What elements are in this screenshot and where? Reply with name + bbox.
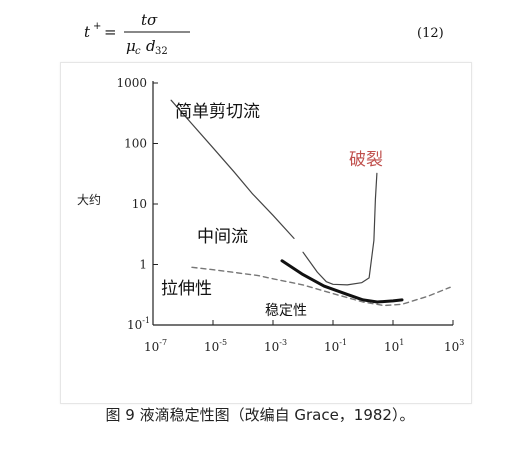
x-tick-exponent: -3	[279, 338, 287, 347]
series-line-2	[302, 172, 378, 286]
y-tick-label: 10-1	[127, 316, 150, 332]
annotation-breakup: 破裂	[349, 150, 383, 170]
chart-axes	[152, 81, 453, 326]
y-tick-label: 1	[139, 258, 147, 272]
x-tick-exponent: -7	[159, 338, 167, 347]
annotation-stability: 稳定性	[265, 303, 307, 319]
equation-equals: =	[104, 23, 117, 41]
x-tick-exponent: 3	[459, 338, 464, 347]
y-tick-label: 1000	[116, 76, 147, 90]
figure-caption: 图 9 液滴稳定性图（改编自 Grace，1982）。	[105, 406, 415, 424]
y-tick-label: 10	[132, 197, 147, 211]
annotation-simple-shear: 简单剪切流	[175, 102, 260, 122]
annotation-extensional: 拉伸性	[161, 279, 212, 299]
equation-lhs: t	[84, 23, 91, 41]
equation-denominator-d-sub: 32	[155, 46, 168, 57]
x-tick-label: 10-7	[144, 338, 167, 354]
x-tick-label: 101	[384, 338, 404, 354]
equation-denominator-d: d	[146, 37, 156, 55]
x-tick-label: 103	[444, 338, 464, 354]
x-tick-label: 10-3	[264, 338, 287, 354]
equation-denominator-mu-sub: c	[135, 46, 141, 57]
x-tick-exponent: -5	[219, 338, 227, 347]
equation-denominator-mu: μ	[126, 37, 136, 55]
series-line-3	[280, 259, 404, 304]
equation: t + = tσ μ c d 32 (12)	[84, 11, 444, 57]
y-axis-label: 大约	[77, 192, 101, 207]
equation-lhs-sup: +	[93, 21, 101, 32]
annotation-intermediate: 中间流	[197, 227, 248, 247]
series-line-4	[191, 266, 451, 307]
y-tick-label: 100	[124, 137, 147, 151]
equation-number: (12)	[417, 26, 444, 41]
x-tick-exponent: 1	[399, 338, 404, 347]
x-tick-label: 10-5	[204, 338, 227, 354]
equation-numerator: tσ	[141, 11, 158, 29]
figure-panel: 10-7 10-5 10-3 10-1 101 103 1000 100 10 1 10-1 大约 …	[60, 62, 472, 404]
chart-series	[170, 99, 451, 307]
x-tick-label: 10-1	[324, 338, 347, 354]
x-tick-exponent: -1	[339, 338, 347, 347]
y-tick-exponent: -1	[142, 316, 150, 325]
series-line-1	[170, 99, 295, 239]
